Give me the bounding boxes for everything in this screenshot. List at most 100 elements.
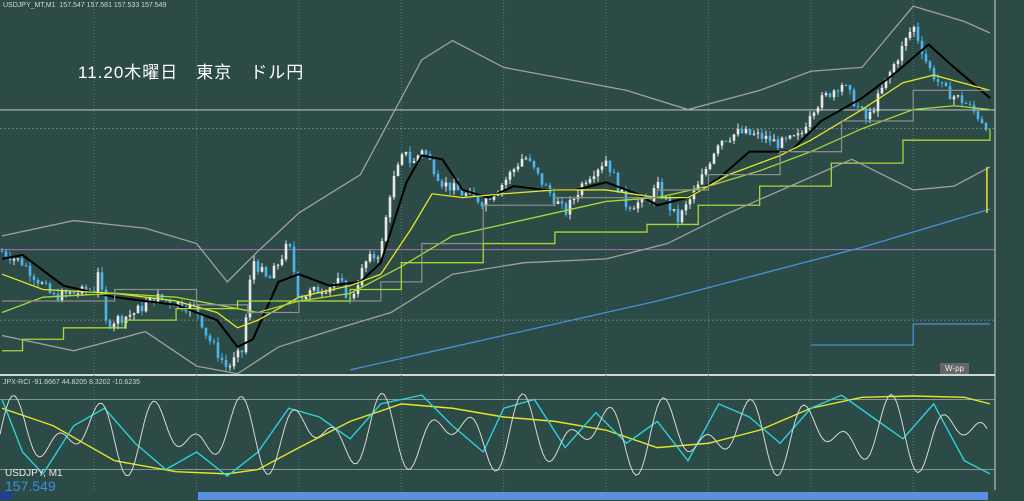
candle-body xyxy=(72,292,76,294)
candle-body xyxy=(24,265,28,267)
candle-body xyxy=(144,302,148,312)
scrollbar-left xyxy=(0,492,12,500)
candle-body xyxy=(924,54,928,62)
candle-body xyxy=(492,195,496,200)
candle-body xyxy=(504,179,508,185)
candle-body xyxy=(960,95,964,103)
chart-header: USDJPY_MT,M1 157.547 157.581 157.533 157… xyxy=(3,2,166,9)
candle-body xyxy=(152,297,156,304)
candle-body xyxy=(552,193,556,204)
candle-body xyxy=(804,126,808,134)
candle-body xyxy=(64,291,68,294)
candle-body xyxy=(404,151,408,155)
candle-body xyxy=(852,89,856,107)
candle-body xyxy=(476,195,480,203)
candle-body xyxy=(676,209,680,223)
candle-body xyxy=(820,95,824,108)
candle-body xyxy=(180,302,184,310)
candle-body xyxy=(208,335,212,342)
candle-body xyxy=(264,266,268,277)
candle-body xyxy=(684,204,688,211)
candle-body xyxy=(44,282,48,284)
candle-body xyxy=(216,342,220,358)
candle-body xyxy=(248,279,252,318)
candle-body xyxy=(816,107,820,113)
candle-body xyxy=(244,317,248,353)
candle-body xyxy=(456,183,460,191)
candle-body xyxy=(908,31,912,38)
candle-body xyxy=(352,293,356,299)
candle-body xyxy=(340,278,344,281)
candle-body xyxy=(572,198,576,201)
candle-body xyxy=(596,169,600,177)
candle-body xyxy=(796,133,800,136)
candle-body xyxy=(528,158,532,161)
moving-average-line xyxy=(1,158,991,375)
candle-body xyxy=(704,169,708,175)
candle-body xyxy=(824,93,828,96)
candle-body xyxy=(928,61,932,69)
candle-body xyxy=(136,305,140,314)
candle-body xyxy=(304,296,308,299)
candle-body xyxy=(104,289,108,321)
candle-body xyxy=(368,254,372,262)
candle-body xyxy=(888,72,892,79)
candle-body xyxy=(12,258,16,261)
candle-body xyxy=(300,296,304,299)
candle-body xyxy=(680,210,684,223)
candle-body xyxy=(320,292,324,294)
candle-body xyxy=(512,169,516,173)
candle-body xyxy=(372,254,376,259)
candle-body xyxy=(652,188,656,202)
candle-body xyxy=(844,85,848,87)
candle-body xyxy=(76,293,80,295)
candle-body xyxy=(292,246,296,273)
candle-body xyxy=(688,199,692,205)
symbol-title: USDJPY_MT,M1 xyxy=(3,2,56,9)
moving-average-line xyxy=(810,323,990,346)
candle-body xyxy=(188,304,192,312)
candle-body xyxy=(268,276,272,279)
candle-body xyxy=(184,309,188,312)
candle-body xyxy=(672,209,676,211)
candle-body xyxy=(700,174,704,185)
candle-body xyxy=(84,286,88,292)
candle-body xyxy=(436,174,440,181)
candle-body xyxy=(756,132,760,134)
candle-body xyxy=(296,272,300,297)
candle-body xyxy=(508,172,512,180)
candle-body xyxy=(832,90,836,98)
candle-body xyxy=(656,181,660,189)
candle-body xyxy=(48,283,52,293)
candle-body xyxy=(748,129,752,135)
candle-body xyxy=(116,316,120,324)
candle-body xyxy=(200,314,204,328)
candle-body xyxy=(196,305,200,315)
candle-body xyxy=(452,183,456,191)
candle-body xyxy=(840,85,844,92)
candle-body xyxy=(912,26,916,32)
candle-body xyxy=(812,112,816,116)
candle-body xyxy=(848,85,852,90)
candle-body xyxy=(516,166,520,170)
candle-body xyxy=(872,111,876,113)
candle-body xyxy=(556,201,560,204)
candle-body xyxy=(224,359,228,367)
candle-body xyxy=(232,357,236,367)
candle-body xyxy=(984,123,988,130)
candle-body xyxy=(96,272,100,293)
candle-body xyxy=(484,198,488,207)
candle-body xyxy=(896,60,900,65)
candle-body xyxy=(240,350,244,353)
candle-body xyxy=(56,293,60,302)
candle-body xyxy=(364,261,368,269)
candle-body xyxy=(560,201,564,204)
footer-symbol: USDJPY, M1 xyxy=(5,468,63,479)
ohlc-values: 157.547 157.581 157.533 157.549 xyxy=(59,2,167,9)
candle-body xyxy=(16,258,20,260)
candle-body xyxy=(524,158,528,160)
candle-body xyxy=(192,304,196,306)
candle-body xyxy=(808,115,812,127)
